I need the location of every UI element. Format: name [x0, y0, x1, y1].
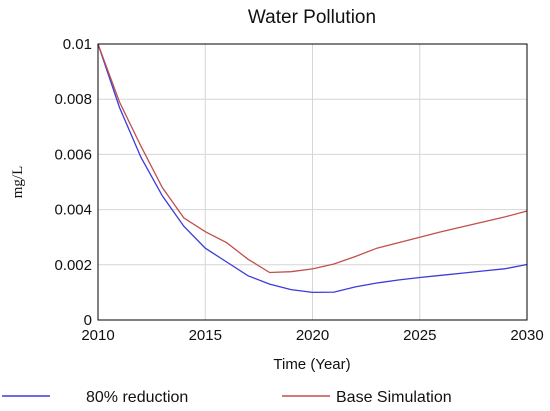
series-line-reduction	[97, 43, 528, 294]
legend-label: 80% reduction	[86, 389, 188, 406]
x-tick-label: 2030	[510, 327, 543, 344]
chart-title: Water Pollution	[248, 7, 376, 28]
y-tick-labels: 0 0.002 0.004 0.006 0.008 0.01	[54, 36, 92, 329]
y-tick-label: 0.004	[54, 202, 92, 219]
grid-lines	[98, 44, 527, 320]
series-line-base	[97, 43, 528, 274]
legend-label: Base Simulation	[336, 389, 452, 406]
x-axis-label: Time (Year)	[273, 356, 350, 373]
x-tick-labels: 2010 2015 2020 2025 2030	[81, 327, 543, 344]
y-tick-label: 0.01	[63, 36, 92, 53]
legend: 80% reduction Base Simulation	[2, 389, 452, 406]
x-tick-label: 2025	[403, 327, 436, 344]
y-tick-label: 0.008	[54, 91, 92, 108]
y-tick-label: 0.002	[54, 257, 92, 274]
x-tick-label: 2015	[189, 327, 222, 344]
x-tick-label: 2020	[296, 327, 329, 344]
y-tick-label: 0	[84, 312, 92, 329]
plot-frame	[97, 43, 528, 321]
x-tick-label: 2010	[81, 327, 114, 344]
y-tick-label: 0.006	[54, 146, 92, 163]
y-axis-label: mg/L	[10, 166, 26, 199]
series-lines	[97, 43, 528, 294]
